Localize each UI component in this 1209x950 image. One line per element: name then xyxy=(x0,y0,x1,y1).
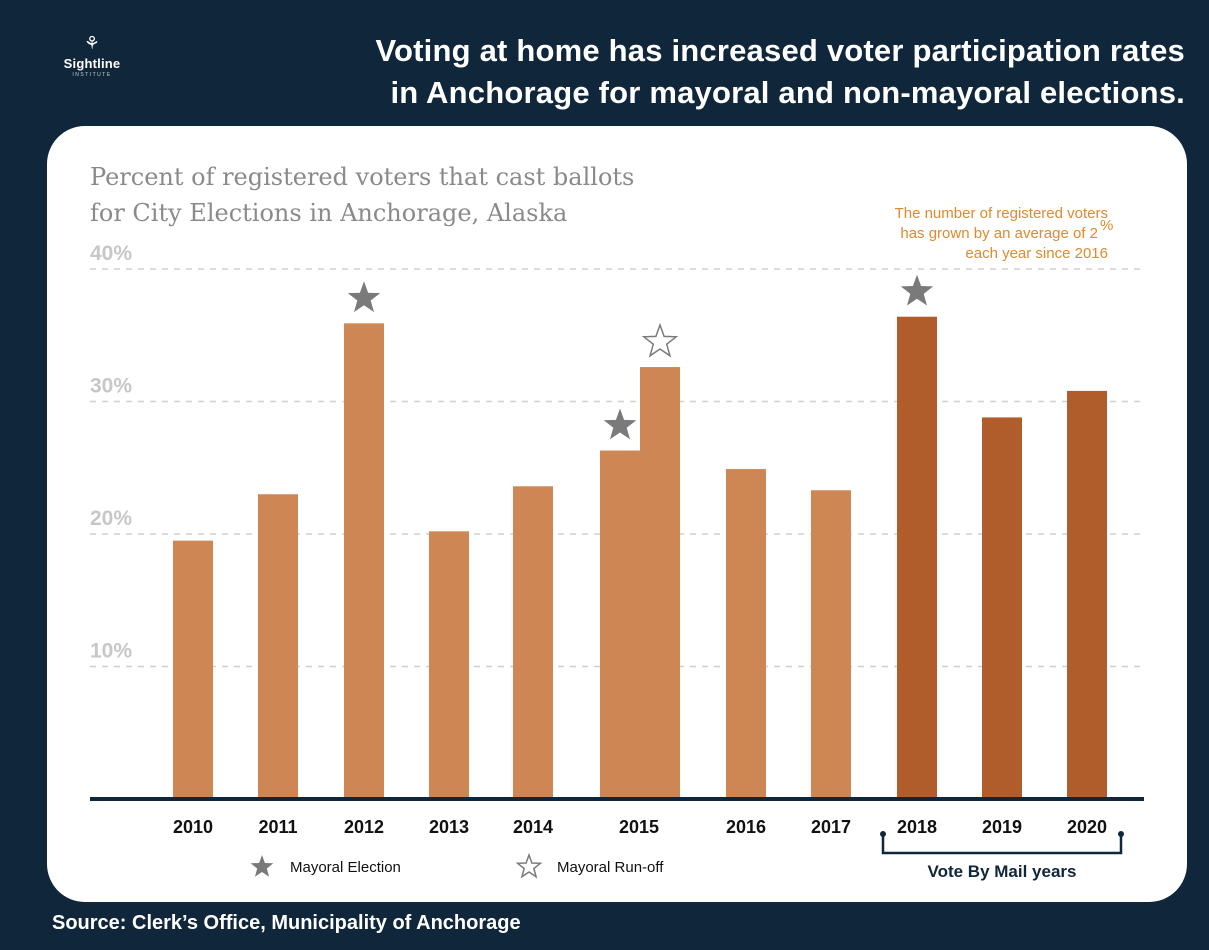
bar-2016 xyxy=(726,469,766,799)
x-tick-label: 2013 xyxy=(429,817,469,837)
x-tick-label: 2016 xyxy=(726,817,766,837)
legend: Mayoral Election Mayoral Run-off xyxy=(250,852,664,879)
x-tick-label: 2014 xyxy=(513,817,553,837)
vote-by-mail-bracket xyxy=(881,834,1123,855)
x-tick-label: 2010 xyxy=(173,817,213,837)
x-tick-label: 2011 xyxy=(258,817,297,837)
bracket-dot-right xyxy=(1118,831,1124,837)
bar-2015 xyxy=(600,450,640,799)
runoff-star-icon xyxy=(641,322,679,358)
y-tick-label: 10% xyxy=(90,640,132,663)
bracket-dot-left xyxy=(880,831,886,837)
annotation-line-3: each year since 2016 xyxy=(965,245,1108,262)
headline: Voting at home has increased voter parti… xyxy=(225,30,1185,114)
bar-2011 xyxy=(258,494,298,799)
gridlines xyxy=(90,268,1144,668)
x-axis-ticks: 2010 2011 2012 2013 2014 2015 2016 2017 2018 2019… xyxy=(173,817,1107,837)
bar-2019 xyxy=(982,417,1022,799)
source-note: Source: Clerk’s Office, Municipality of … xyxy=(52,912,521,934)
bar-2013 xyxy=(429,531,469,799)
bars xyxy=(173,316,1107,799)
bar-2015 xyxy=(640,367,680,799)
x-tick-label: 2017 xyxy=(811,817,851,837)
annotation-line-1: The number of registered voters xyxy=(895,205,1108,222)
legend-runoff-label: Mayoral Run-off xyxy=(557,859,664,876)
legend-outline-star-icon xyxy=(515,852,543,879)
legend-mayoral-label: Mayoral Election xyxy=(290,859,401,876)
x-tick-label: 2020 xyxy=(1067,817,1107,837)
bar-2010 xyxy=(173,540,213,799)
mayoral-star-icon xyxy=(347,281,381,313)
bar-2012 xyxy=(344,323,384,799)
vote-by-mail-label: Vote By Mail years xyxy=(928,862,1077,881)
x-tick-label: 2019 xyxy=(982,817,1022,837)
x-tick-label: 2015 xyxy=(619,817,659,837)
brand-sub: INSTITUTE xyxy=(72,72,112,78)
annotation-line-2: has grown by an average of 2 xyxy=(900,225,1098,242)
headline-line-2: in Anchorage for mayoral and non-mayoral… xyxy=(390,75,1185,110)
bar-2020 xyxy=(1067,390,1107,799)
brand-logo: ⚘ Sightline INSTITUTE xyxy=(52,34,132,84)
x-tick-label: 2012 xyxy=(344,817,384,837)
brand-name: Sightline xyxy=(63,56,121,71)
mayoral-star-icon xyxy=(603,408,637,440)
y-axis-ticks: 10% 20% 30% 40% xyxy=(90,242,132,663)
mayoral-star-icon xyxy=(900,274,934,306)
markers xyxy=(347,274,934,440)
chart-title-line-2: for City Elections in Anchorage, Alaska xyxy=(90,199,567,227)
y-tick-label: 20% xyxy=(90,507,132,530)
legend-filled-star-icon xyxy=(250,855,274,877)
annotation-sup: % xyxy=(1100,217,1113,234)
headline-line-1: Voting at home has increased voter parti… xyxy=(375,33,1185,68)
chart-title-line-1: Percent of registered voters that cast b… xyxy=(90,163,634,191)
y-tick-label: 40% xyxy=(90,242,132,265)
bar-2018 xyxy=(897,316,937,799)
x-tick-label: 2018 xyxy=(897,817,937,837)
y-tick-label: 30% xyxy=(90,375,132,398)
bar-2017 xyxy=(811,490,851,799)
bar-2014 xyxy=(513,486,553,799)
logo-knot-icon: ⚘ xyxy=(83,33,101,53)
